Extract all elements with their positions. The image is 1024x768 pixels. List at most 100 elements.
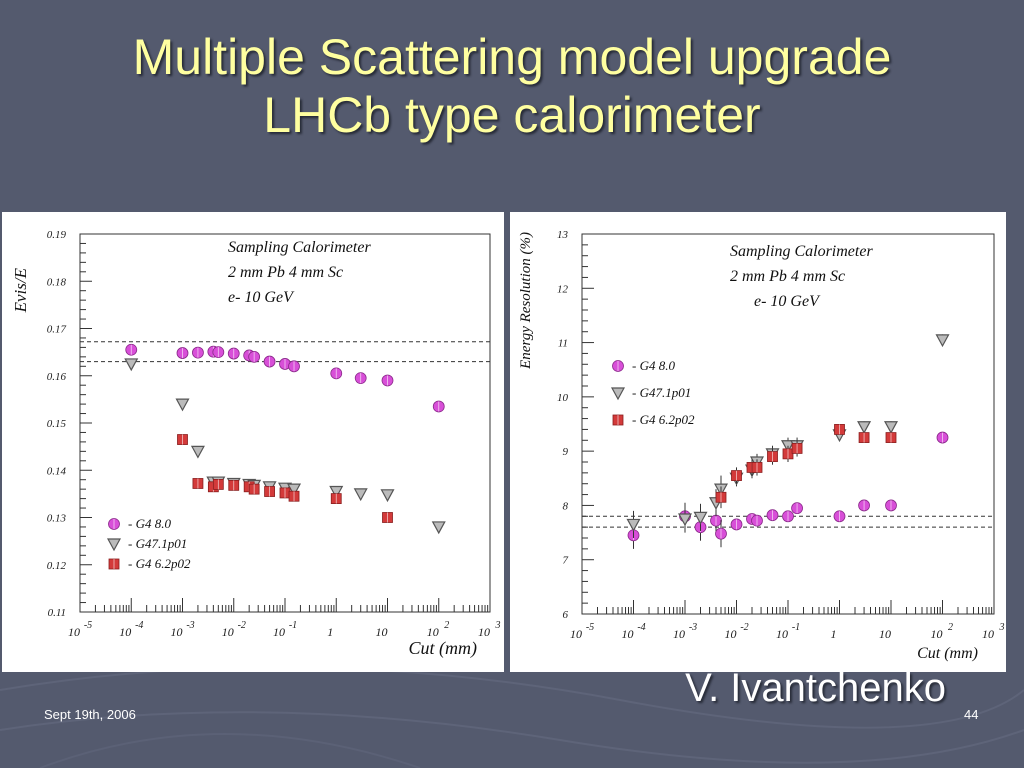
chart1-series2-point: [885, 432, 897, 443]
chart1-series1-point: [935, 334, 950, 348]
chart0-series1-point: [190, 445, 205, 459]
chart1-x-tick-label: 10: [776, 627, 788, 641]
title-line-2: LHCb type calorimeter: [263, 87, 761, 143]
chart0-series1-point: [124, 358, 139, 372]
chart0-y-axis-label: Evis/E: [11, 267, 30, 313]
chart0-x-tick-exponent: -3: [186, 620, 194, 631]
chart1-series0-point: [782, 510, 794, 523]
energy-resolution-chart: 10 -5 10 -4 10 -3 10 -2 10 -1 1 10 10 2 10 367891011121…: [518, 229, 1005, 662]
evis-e-chart: 10 -5 10 -4 10 -3 10 -2 10 -1 1 10 10 2 10 30.110.120.1…: [11, 229, 501, 659]
chart1-series2-point: [731, 470, 742, 481]
chart0-annotation-line: Sampling Calorimeter: [228, 239, 371, 256]
chart1-legend-entry: - G47.1p01: [632, 385, 691, 400]
chart1-x-tick-label: 10: [982, 627, 994, 641]
chart0-series2-point: [264, 486, 275, 497]
chart0-y-tick-label: 0.13: [47, 513, 67, 525]
chart1-y-axis-label: Energy Resolution (%): [518, 232, 534, 370]
chart0-series0-point: [381, 374, 394, 387]
chart0-x-tick-exponent: 3: [495, 620, 501, 631]
chart0-x-tick-label: 10: [478, 625, 490, 639]
chart1-series0-point: [751, 514, 763, 527]
chart0-series0-point: [288, 360, 300, 373]
chart1-series1-point: [677, 513, 693, 527]
chart1-y-tick-label: 12: [557, 283, 569, 295]
chart0-y-tick-label: 0.18: [47, 276, 67, 288]
chart0-x-tick-exponent: -4: [135, 620, 143, 631]
chart0-annotation-line: e- 10 GeV: [228, 289, 295, 306]
chart1-series1-point: [857, 421, 872, 434]
chart0-series2-point: [248, 483, 260, 495]
chart1-x-tick-exponent: -4: [637, 622, 645, 633]
chart0-series2-point: [228, 479, 240, 491]
chart1-x-tick-label: 10: [570, 627, 582, 641]
left-chart-panel: 10 -5 10 -4 10 -3 10 -2 10 -1 1 10 10 2 10 3 0.11 0.12 0.1…: [2, 212, 504, 672]
chart1-series2-point: [834, 424, 845, 435]
chart0-x-tick-exponent: -1: [289, 620, 297, 631]
chart0-legend-entry: - G47.1p01: [128, 536, 187, 551]
chart0-x-tick-label: 10: [68, 625, 80, 639]
chart1-x-tick-exponent: 2: [948, 622, 953, 633]
chart1-series2-point: [751, 462, 763, 473]
chart1-x-tick-label: 10: [879, 627, 891, 641]
chart0-legend-entry: - G4 6.2p02: [128, 556, 191, 571]
chart0-x-axis-label: Cut (mm): [409, 638, 478, 659]
chart1-x-tick-label: 10: [673, 627, 685, 641]
chart0-y-tick-label: 0.17: [47, 324, 67, 336]
chart1-y-tick-label: 8: [563, 500, 569, 512]
chart1-series0-point: [833, 510, 846, 523]
chart1-y-tick-label: 6: [563, 609, 569, 621]
title-line-1: Multiple Scattering model upgrade: [132, 29, 892, 85]
chart1-series0-point: [858, 499, 870, 512]
chart0-legend-entry: - G4 8.0: [128, 516, 171, 531]
chart0-x-tick-exponent: 2: [444, 620, 449, 631]
chart0-series2-point: [177, 434, 188, 445]
chart0-x-tick-exponent: -5: [84, 620, 92, 631]
chart0-x-tick-label: 10: [376, 625, 388, 639]
chart0-x-tick-label: 10: [171, 625, 183, 639]
chart0-x-tick-label: 10: [427, 625, 439, 639]
chart0-series0-point: [125, 343, 138, 356]
chart0-x-tick-label: 10: [222, 625, 234, 639]
chart1-series2-point: [858, 432, 870, 443]
chart1-x-tick-exponent: -2: [740, 622, 748, 633]
chart0-y-tick-label: 0.11: [48, 607, 66, 619]
chart1-series0-point: [710, 514, 722, 527]
chart0-series1-point: [431, 521, 446, 535]
chart1-annotation-line: e- 10 GeV: [754, 293, 821, 310]
chart1-series1-point: [693, 511, 708, 525]
chart0-series0-point: [279, 358, 291, 370]
chart1-series2-point: [715, 491, 727, 503]
chart0-series0-point: [212, 346, 225, 359]
chart0-series0-point: [192, 346, 204, 359]
chart0-series2-point: [279, 487, 291, 499]
chart0-legend-marker: [108, 518, 120, 530]
chart0-series2-point: [330, 493, 342, 505]
chart0-y-tick-label: 0.12: [47, 560, 67, 572]
chart0-series2-point: [382, 512, 393, 523]
slide-title: Multiple Scattering model upgrade LHCb t…: [0, 28, 1024, 144]
chart0-series0-point: [248, 350, 261, 363]
chart0-y-tick-label: 0.14: [47, 465, 67, 477]
chart1-series0-point: [715, 527, 727, 540]
footer-date: Sept 19th, 2006: [44, 707, 136, 722]
chart1-series2-point: [782, 448, 794, 460]
chart0-series2-point: [212, 479, 224, 490]
chart1-legend-marker: [612, 414, 624, 426]
chart1-x-axis-label: Cut (mm): [917, 645, 978, 662]
chart0-series1-point: [353, 488, 368, 502]
chart1-series0-point: [766, 509, 779, 522]
chart1-series0-point: [936, 431, 949, 444]
chart1-legend-marker: [610, 387, 626, 401]
chart0-series0-point: [176, 347, 189, 359]
chart1-series0-point: [885, 499, 897, 512]
chart0-y-tick-label: 0.19: [47, 229, 67, 241]
chart0-annotation-line: 2 mm Pb 4 mm Sc: [228, 264, 343, 281]
chart1-y-tick-label: 11: [558, 338, 568, 350]
chart1-x-tick-exponent: -1: [792, 622, 800, 633]
chart1-legend-entry: - G4 6.2p02: [632, 412, 695, 427]
right-chart-panel: 10 -5 10 -4 10 -3 10 -2 10 -1 1 10 10 2 10 3 6 7 8 9 10 11 12 1…: [510, 212, 1006, 672]
chart0-legend-marker: [106, 538, 122, 552]
chart1-y-tick-label: 7: [563, 555, 569, 567]
chart1-y-tick-label: 9: [563, 446, 569, 458]
chart1-legend-entry: - G4 8.0: [632, 358, 675, 373]
